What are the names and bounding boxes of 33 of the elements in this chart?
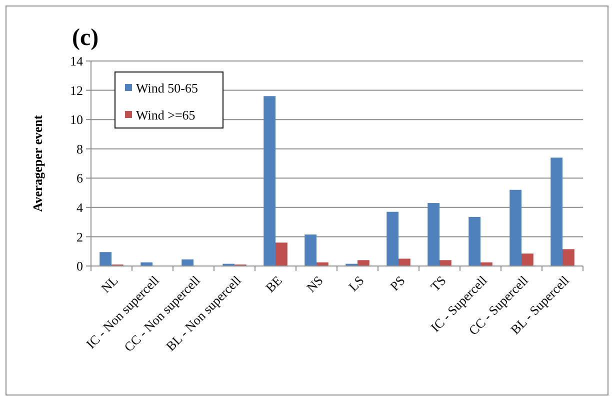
y-tick-label: 0 (76, 258, 83, 274)
bar (550, 158, 562, 266)
bar (562, 249, 574, 266)
bar (304, 234, 316, 266)
x-tick-label: TS (428, 272, 449, 294)
bar (276, 242, 288, 266)
x-tick-label: LS (346, 272, 367, 294)
bar (100, 252, 112, 266)
x-tick-label: BE (262, 272, 285, 296)
bar (428, 203, 440, 266)
y-tick-label: 8 (76, 141, 83, 156)
chart-title: (c) (72, 25, 99, 51)
y-tick-label: 12 (70, 82, 83, 98)
bar (182, 259, 194, 266)
y-tick-label: 2 (76, 229, 83, 244)
bar (358, 260, 370, 266)
y-tick-label: 4 (76, 200, 84, 215)
y-tick-label: 6 (76, 170, 84, 186)
y-tick-label: 14 (70, 54, 84, 69)
x-tick-label: PS (387, 272, 408, 294)
bar (522, 254, 534, 266)
bar (440, 260, 452, 266)
bar (398, 258, 410, 266)
bar (264, 96, 276, 266)
x-tick-label: NS (303, 272, 326, 296)
legend-label: Wind 50-65 (136, 80, 198, 96)
y-axis-title: Averageper event (30, 114, 45, 212)
bar (510, 190, 522, 266)
bar (386, 212, 398, 266)
legend-label: Wind >=65 (136, 108, 196, 123)
y-tick-label: 10 (70, 112, 83, 128)
bar (468, 216, 480, 266)
x-tick-label: NL (98, 272, 121, 296)
